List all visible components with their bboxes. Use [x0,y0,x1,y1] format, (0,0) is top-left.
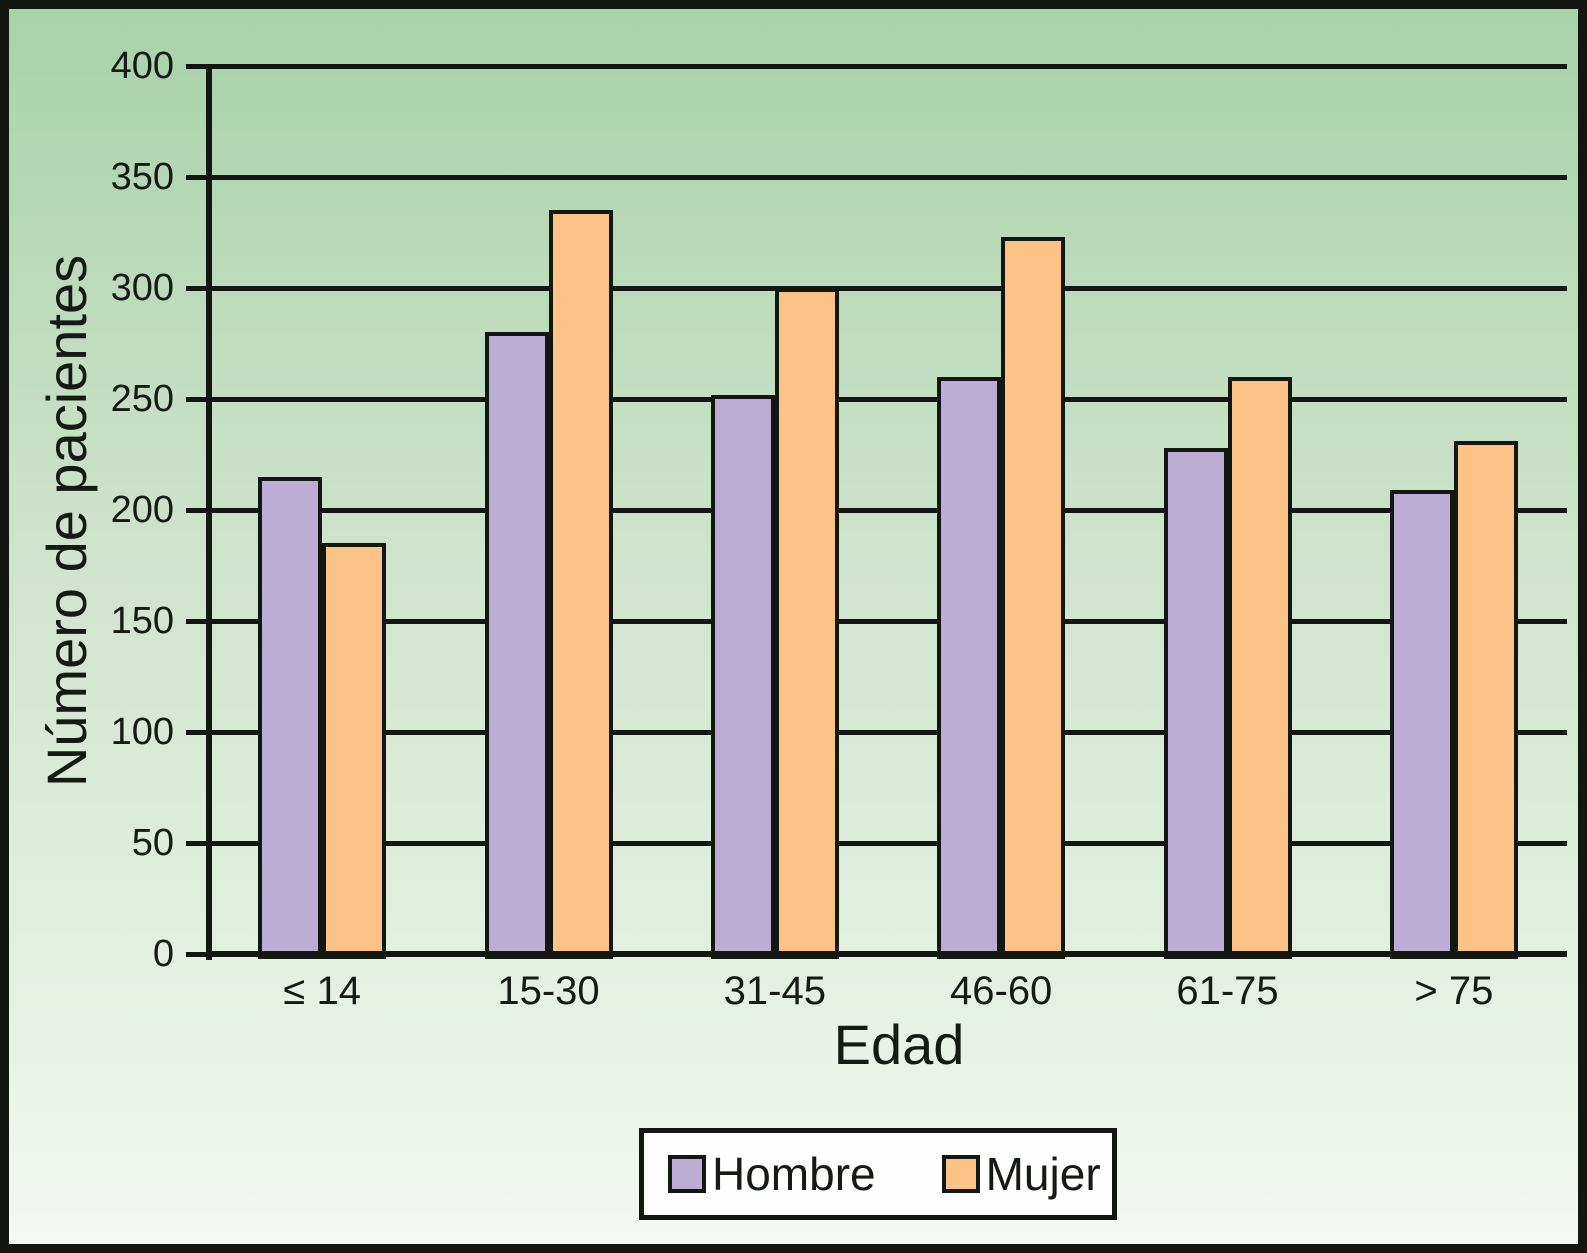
y-tick-300 [186,286,206,291]
bar-hombre-2 [710,394,775,959]
y-tick-label-50: 50 [131,822,174,864]
x-label-4: 61-75 [1176,969,1279,1013]
y-axis-title: Número de pacientes [35,254,98,788]
bar-mujer-3 [1001,236,1066,959]
gridline-300 [209,286,1567,291]
legend-swatch-hombre [668,1155,706,1193]
y-tick-label-300: 300 [110,267,174,309]
y-axis-line [206,64,212,960]
y-tick-50 [186,841,206,846]
bar-mujer-2 [774,288,839,959]
bar-mujer-0 [322,543,387,959]
gridline-350 [209,175,1567,180]
y-tick-label-400: 400 [110,45,174,87]
legend-label-mujer: Mujer [985,1148,1101,1200]
y-tick-label-200: 200 [110,489,174,531]
y-tick-400 [186,64,206,69]
legend: Hombre Mujer [639,1128,1117,1220]
x-axis-line [209,951,1567,957]
y-tick-label-150: 150 [110,600,174,642]
x-label-2: 31-45 [723,969,826,1013]
bar-hombre-3 [937,376,1002,959]
gridline-150 [209,619,1567,624]
gridline-400 [209,64,1567,69]
x-label-5: > 75 [1414,969,1494,1013]
bar-hombre-1 [484,332,549,959]
y-tick-label-0: 0 [152,933,174,975]
x-label-3: 46-60 [950,969,1053,1013]
legend-label-hombre: Hombre [712,1148,876,1200]
y-tick-150 [186,619,206,624]
y-tick-0 [186,952,206,957]
y-tick-label-250: 250 [110,378,174,420]
gridline-250 [209,397,1567,402]
legend-swatch-mujer [941,1155,980,1193]
bar-hombre-5 [1389,490,1454,959]
gridline-50 [209,841,1567,846]
plot-area: 0 50 100 150 200 250 300 350 400 ≤ 14 15-30 31-45 46… [9,9,1578,1244]
gridline-100 [209,730,1567,735]
x-label-1: 15-30 [497,969,600,1013]
y-tick-200 [186,508,206,513]
bar-hombre-4 [1163,447,1228,959]
bar-mujer-1 [548,210,613,959]
y-tick-250 [186,397,206,402]
y-tick-label-100: 100 [110,711,174,753]
x-axis-title: Edad [833,1013,965,1076]
y-tick-label-350: 350 [110,156,174,198]
bar-mujer-4 [1227,376,1292,959]
x-label-0: ≤ 14 [283,969,361,1013]
bar-hombre-0 [258,476,323,959]
bar-mujer-5 [1453,441,1518,959]
y-tick-100 [186,730,206,735]
gridline-200 [209,508,1567,513]
y-tick-350 [186,175,206,180]
